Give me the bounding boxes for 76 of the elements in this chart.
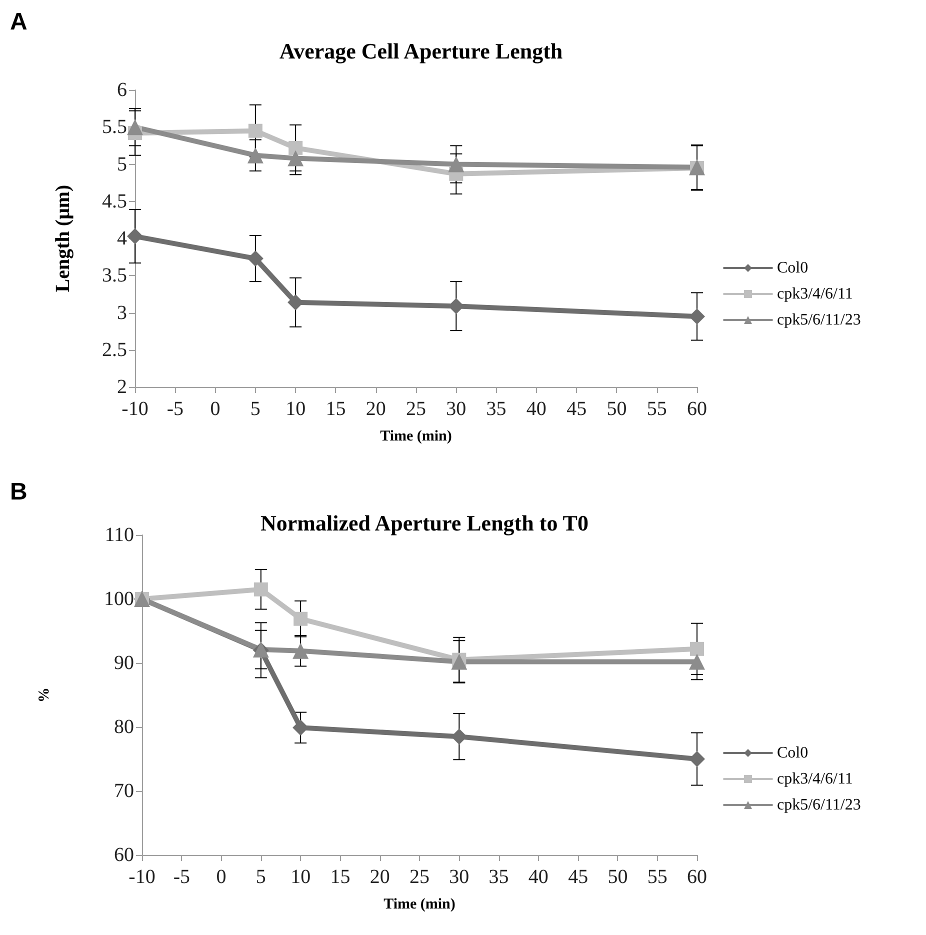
point [288, 140, 303, 155]
point [451, 728, 468, 745]
y-tick-label: 4.5 [102, 190, 127, 212]
x-tick-label: -10 [128, 866, 156, 888]
chart-title: Average Cell Aperture Length [279, 38, 563, 64]
y-tick-label: 100 [104, 588, 134, 610]
legend-label: cpk3/4/6/11 [777, 770, 853, 788]
y-tick-label: 3.5 [102, 264, 127, 287]
y-tick-label: 80 [114, 716, 134, 738]
x-tick-label: 0 [216, 866, 226, 888]
point [288, 150, 304, 166]
point [451, 654, 468, 670]
x-tick-label: 25 [406, 398, 426, 420]
point [689, 654, 705, 670]
point [247, 250, 264, 267]
legend-label: Col0 [777, 260, 808, 276]
x-tick-label: 15 [330, 866, 350, 888]
x-tick-label: 10 [290, 866, 311, 888]
x-tick-label: 30 [446, 398, 466, 420]
x-tick-label: 15 [326, 398, 346, 420]
y-tick-label: 70 [114, 780, 134, 802]
point [292, 642, 309, 659]
x-tick-label: 20 [366, 398, 386, 420]
text: B [10, 478, 28, 506]
x-tick-label: 50 [608, 866, 628, 888]
x-tick-label: -5 [173, 866, 190, 888]
y-tick-label: 2 [117, 376, 127, 398]
y-tick-label: 4 [117, 228, 127, 250]
x-tick-label: 5 [256, 866, 266, 888]
x-tick-label: 5 [250, 398, 260, 420]
x-tick-label: 60 [687, 398, 707, 420]
x-tick-label: 55 [646, 398, 667, 420]
x-tick-label: 35 [488, 866, 509, 888]
x-tick-label: 50 [606, 398, 627, 420]
x-tick-label: 40 [526, 398, 546, 420]
point [689, 308, 705, 324]
y-tick-label: 5.5 [102, 116, 127, 138]
legend-label: Col0 [777, 744, 808, 762]
x-tick-label: 45 [566, 398, 587, 420]
x-tick-label: -5 [166, 398, 184, 420]
y-axis-title: % [36, 688, 52, 702]
x-tick-label: 55 [647, 866, 668, 888]
point [127, 119, 143, 136]
y-tick-label: 60 [114, 844, 134, 866]
x-tick-label: 45 [568, 866, 588, 888]
legend-label: cpk5/6/11/23 [777, 796, 861, 814]
x-axis-title: Time (min) [384, 896, 456, 912]
point [448, 156, 464, 172]
y-tick-label: 3 [117, 302, 127, 324]
x-tick-label: 20 [370, 866, 390, 888]
x-tick-label: 60 [687, 866, 707, 888]
point [248, 124, 262, 138]
x-axis-title: Time (min) [380, 428, 452, 444]
y-tick-label: 90 [114, 652, 134, 674]
point [127, 228, 143, 244]
point [247, 147, 264, 164]
y-tick-label: 110 [104, 524, 134, 546]
point [254, 582, 268, 596]
point [690, 642, 704, 656]
x-tick-label: 30 [449, 866, 470, 888]
x-tick-label: 25 [410, 866, 430, 888]
point [294, 612, 308, 626]
x-tick-label: 10 [286, 398, 306, 420]
text: A [10, 8, 28, 36]
y-tick-label: 2.5 [102, 338, 127, 361]
x-tick-label: 0 [210, 398, 220, 420]
y-axis-title: Length (μm) [52, 184, 74, 292]
y-tick-label: 5 [117, 153, 127, 176]
x-tick-label: 40 [528, 866, 548, 888]
chart-title: Normalized Aperture Length to T0 [260, 510, 588, 536]
x-tick-label: 35 [486, 398, 506, 420]
legend-label: cpk3/4/6/11 [777, 286, 853, 302]
point [689, 751, 705, 767]
x-tick-label: -10 [122, 398, 148, 420]
legend-label: cpk5/6/11/23 [777, 312, 861, 328]
y-tick-label: 6 [117, 79, 127, 101]
